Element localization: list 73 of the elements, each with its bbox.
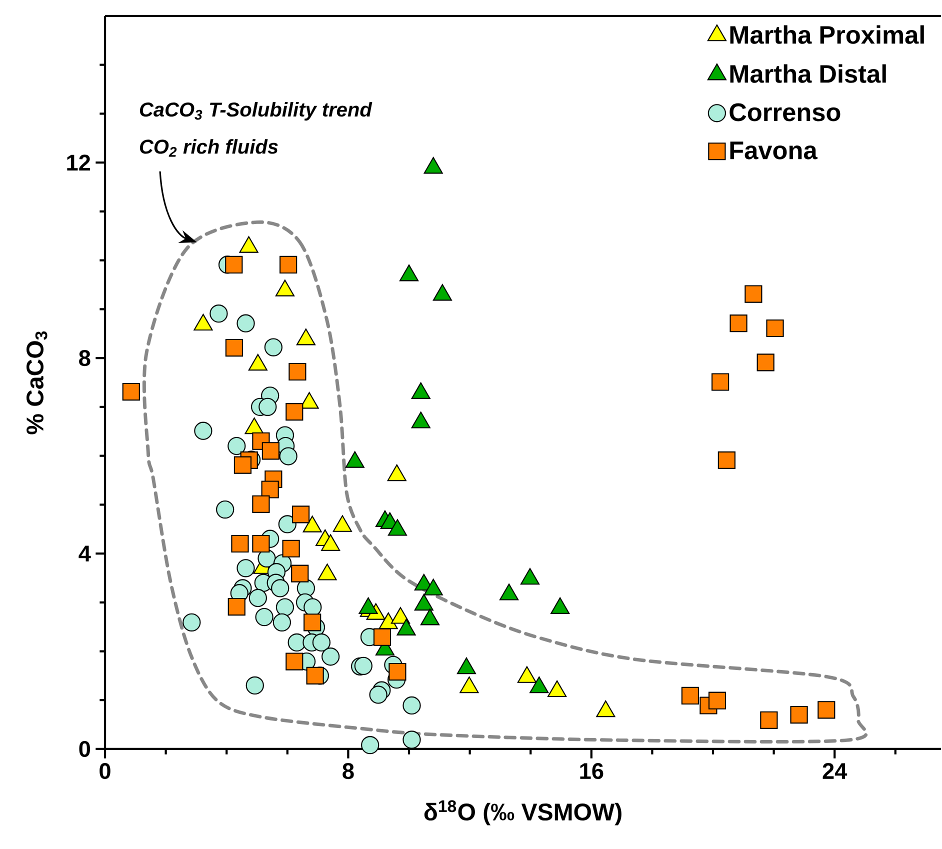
point: [312, 633, 331, 652]
point: [236, 314, 255, 332]
point: [369, 686, 388, 704]
point: [388, 662, 406, 681]
point: [790, 706, 808, 724]
x-axis-title: δ$^{18}$O (‰ VSMOW): [424, 800, 622, 826]
point: [210, 304, 228, 323]
legend-label: Martha Distal: [730, 64, 886, 83]
point: [262, 442, 280, 460]
point: [271, 579, 290, 598]
point: [228, 436, 246, 456]
point: [322, 648, 340, 666]
point: [708, 692, 726, 710]
point: [225, 338, 244, 357]
point: [236, 559, 255, 578]
point: [182, 613, 201, 632]
point: [373, 628, 392, 646]
point: [122, 382, 140, 401]
legend-label: Correnso: [730, 103, 840, 122]
point: [279, 447, 298, 466]
point: [711, 373, 730, 391]
point: [225, 256, 243, 274]
point: [282, 540, 300, 558]
y-tick-label: 0: [79, 740, 90, 758]
point: [306, 666, 324, 684]
point: [278, 515, 296, 534]
point: [272, 613, 292, 632]
annotation: CO$_{2}$ rich fluids: [140, 139, 278, 157]
point: [280, 256, 298, 274]
point: [228, 598, 246, 616]
point: [231, 534, 249, 553]
y-tick-label: 12: [67, 154, 90, 170]
point: [288, 362, 306, 381]
point: [744, 285, 762, 303]
point: [756, 354, 774, 372]
y-tick-label: 4: [78, 546, 91, 562]
point: [252, 495, 270, 513]
point: [258, 398, 277, 416]
point: [234, 456, 252, 474]
point: [402, 696, 421, 715]
point: [286, 652, 304, 670]
point: [361, 736, 380, 754]
point: [261, 480, 279, 498]
point: [718, 451, 736, 469]
point: [818, 701, 836, 719]
point: [248, 588, 267, 608]
point: [730, 314, 748, 332]
x-tick-label: 0: [100, 763, 110, 780]
point: [402, 730, 421, 749]
point: [291, 564, 309, 582]
annotation: CaCO$_{3}$ T-Solubility trend: [140, 102, 372, 121]
point: [288, 633, 306, 652]
point: [354, 656, 372, 675]
point: [252, 534, 270, 553]
point: [292, 506, 310, 524]
y-tick-label: 8: [79, 350, 90, 366]
point: [194, 422, 212, 440]
point: [264, 338, 282, 356]
y-axis-title: % CaCO$_{3}$: [26, 331, 48, 434]
point: [286, 403, 304, 421]
legend-label: Martha Proximal: [730, 25, 924, 44]
x-tick-label: 16: [580, 763, 604, 780]
point: [276, 598, 294, 616]
x-tick-label: 8: [342, 763, 354, 780]
x-tick-label: 24: [822, 763, 848, 779]
point: [304, 614, 322, 632]
point: [246, 676, 264, 695]
point: [681, 686, 700, 705]
legend-label: Favona: [730, 142, 818, 160]
point: [766, 319, 784, 338]
point: [760, 711, 778, 729]
point: [216, 500, 234, 519]
point: [255, 608, 274, 626]
